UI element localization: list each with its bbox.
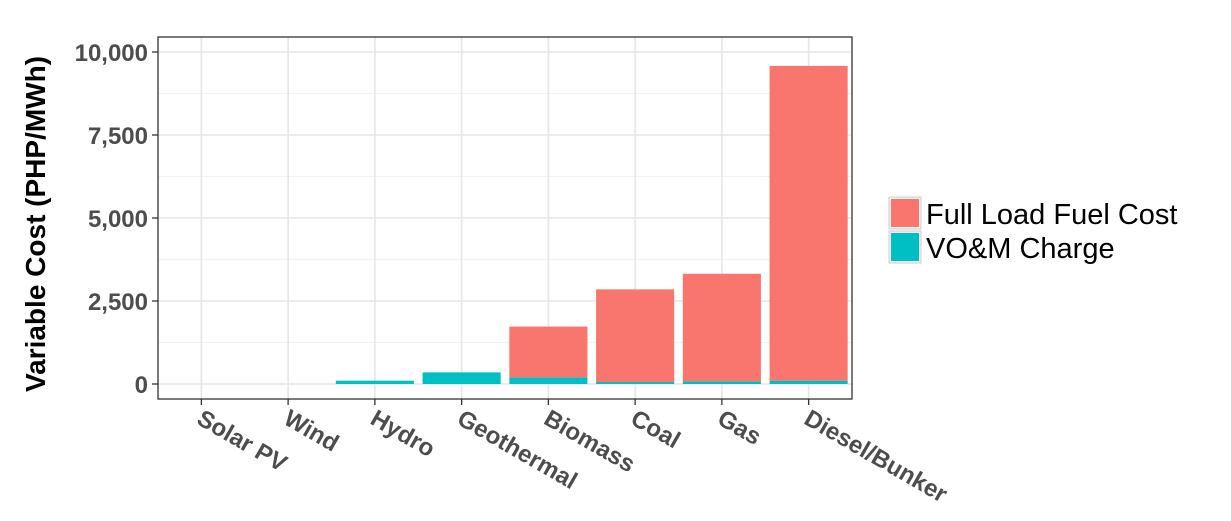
- grid-lines: [158, 37, 852, 399]
- bars: [335, 65, 848, 384]
- bar-vo-m-charge: [682, 381, 761, 384]
- legend-label: VO&M Charge: [926, 233, 1115, 265]
- y-tick-label: 2,500: [88, 289, 148, 316]
- y-axis: 0 2,500 5,000 7,500 10,000: [75, 40, 158, 399]
- y-tick-label: 7,500: [88, 123, 148, 150]
- legend-label: Full Load Fuel Cost: [926, 199, 1177, 231]
- y-tick-label: 10,000: [75, 40, 148, 67]
- bar-full-load-fuel-cost: [509, 326, 588, 378]
- bar-vo-m-charge: [596, 382, 675, 384]
- legend-swatch: [891, 199, 919, 227]
- y-tick-label: 0: [135, 372, 148, 399]
- bar-vo-m-charge: [769, 380, 848, 384]
- bar-vo-m-charge: [335, 380, 414, 384]
- bar-vo-m-charge: [509, 377, 588, 384]
- bar-full-load-fuel-cost: [682, 273, 761, 382]
- y-axis-title: Variable Cost (PHP/MWh): [20, 56, 51, 392]
- bar-full-load-fuel-cost: [596, 289, 675, 383]
- bar-full-load-fuel-cost: [769, 65, 848, 381]
- bar-vo-m-charge: [422, 372, 501, 384]
- y-tick-label: 5,000: [88, 206, 148, 233]
- legend-swatch: [891, 233, 919, 261]
